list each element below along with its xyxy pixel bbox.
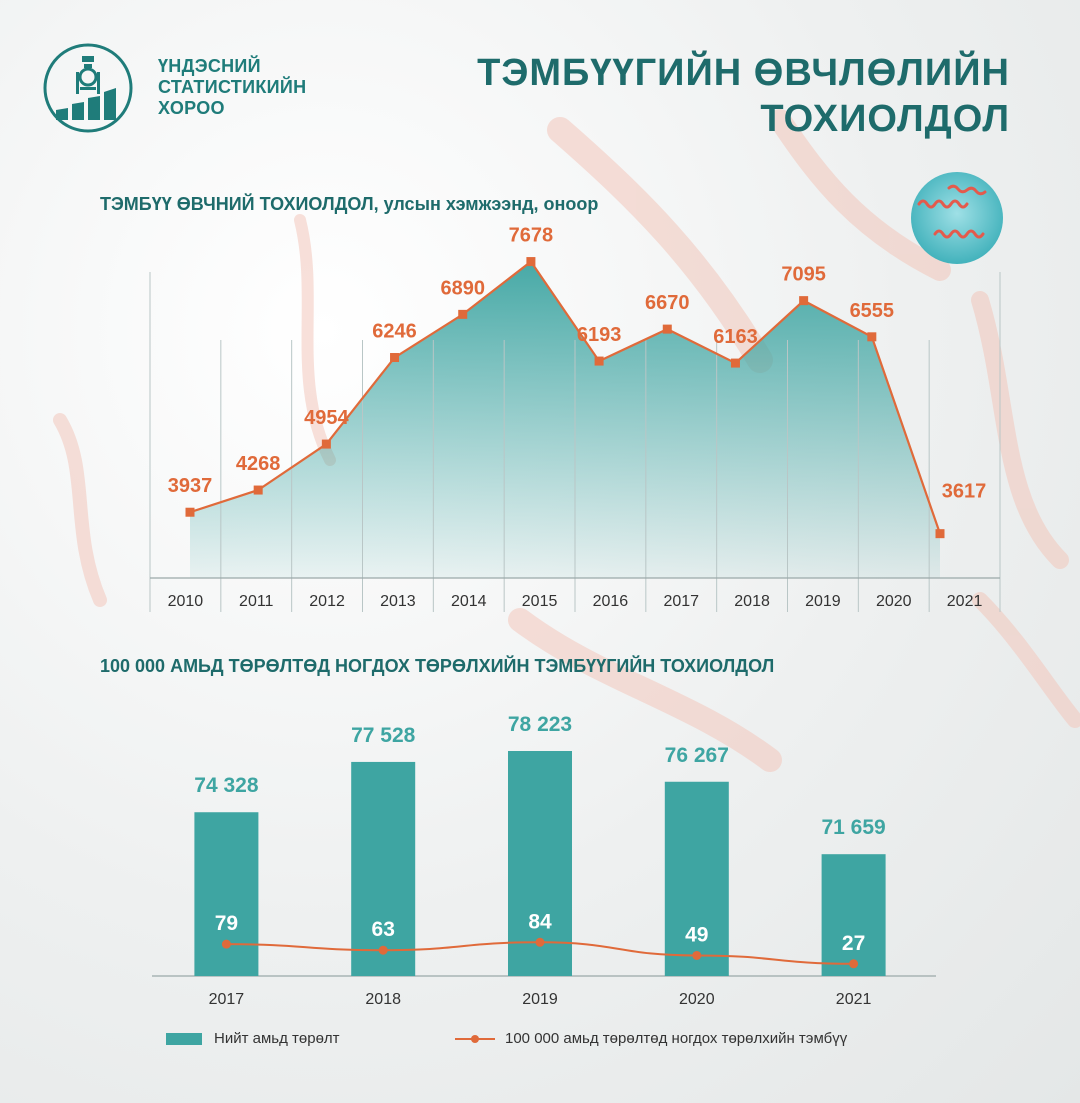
rate-point xyxy=(849,959,859,969)
bar xyxy=(821,854,886,976)
x-tick-label: 2017 xyxy=(209,991,245,1008)
x-tick-label: 2018 xyxy=(734,593,770,610)
x-tick-label: 2019 xyxy=(805,593,841,610)
legend-bar-swatch xyxy=(166,1032,202,1045)
page-title-line1: ТЭМБҮҮГИЙН ӨВЧЛӨЛИЙН xyxy=(477,52,1010,94)
bar-value-label: 77 528 xyxy=(351,724,416,747)
x-tick-label: 2011 xyxy=(239,593,274,610)
rate-value-label: 79 xyxy=(215,912,238,935)
x-tick-label: 2014 xyxy=(451,593,487,610)
data-point xyxy=(321,439,331,449)
data-label: 6555 xyxy=(850,300,895,322)
x-tick-label: 2019 xyxy=(522,991,558,1008)
data-point xyxy=(526,257,536,267)
data-label: 7678 xyxy=(509,225,554,247)
x-tick-label: 2015 xyxy=(522,593,558,610)
data-label: 6163 xyxy=(713,326,758,348)
x-tick-label: 2018 xyxy=(365,991,401,1008)
x-tick-label: 2012 xyxy=(309,593,345,610)
rate-point xyxy=(221,939,231,949)
data-label: 4268 xyxy=(236,453,281,475)
x-tick-label: 2010 xyxy=(168,593,204,610)
x-tick-label: 2020 xyxy=(876,593,912,610)
data-point xyxy=(390,353,400,363)
page-title: ТЭМБҮҮГИЙН ӨВЧЛӨЛИЙН ТОХИОЛДОЛ xyxy=(477,50,1010,142)
rate-value-label: 49 xyxy=(685,923,708,946)
rate-value-label: 63 xyxy=(372,918,395,941)
rate-value-label: 84 xyxy=(528,910,552,933)
legend-line-label: 100 000 амьд төрөлтөд ногдох төрөлхийн т… xyxy=(505,1030,848,1047)
x-tick-label: 2021 xyxy=(836,991,872,1008)
rate-point xyxy=(378,945,388,955)
rate-point xyxy=(535,937,545,947)
data-label: 6890 xyxy=(440,277,485,299)
data-label: 4954 xyxy=(304,407,349,429)
data-point xyxy=(458,309,468,319)
data-point xyxy=(867,332,877,342)
organization-name: ҮНДЭСНИЙ СТАТИСТИКИЙН ХОРОО xyxy=(158,56,306,119)
data-point xyxy=(185,507,195,517)
org-name-line2: СТАТИСТИКИЙН xyxy=(158,77,307,97)
org-name-line1: ҮНДЭСНИЙ xyxy=(158,56,261,76)
data-point xyxy=(799,296,809,306)
x-tick-label: 2021 xyxy=(947,593,983,610)
x-tick-label: 2017 xyxy=(663,593,699,610)
rate-point xyxy=(692,950,702,960)
data-point xyxy=(253,485,263,495)
page-title-line2: ТОХИОЛДОЛ xyxy=(760,98,1010,140)
area-fill xyxy=(190,261,940,578)
cases-line xyxy=(189,259,942,535)
bar xyxy=(664,781,729,976)
bar xyxy=(351,761,416,976)
bar-value-label: 78 223 xyxy=(508,713,572,736)
data-label: 6193 xyxy=(577,324,622,346)
legend-bar-label: Нийт амьд төрөлт xyxy=(214,1030,340,1047)
bacteria-illustration xyxy=(911,172,1003,264)
bar xyxy=(194,812,259,976)
legend-item-bars: Нийт амьд төрөлт xyxy=(166,1030,340,1047)
rate-value-label: 27 xyxy=(842,932,865,955)
data-label: 6246 xyxy=(372,321,417,343)
bar-value-label: 74 328 xyxy=(194,774,259,797)
x-tick-label: 2013 xyxy=(380,593,416,610)
data-point xyxy=(662,324,672,334)
data-point xyxy=(730,358,740,368)
x-tick-label: 2016 xyxy=(593,593,629,610)
data-label: 3617 xyxy=(942,481,987,503)
data-point xyxy=(935,529,945,539)
line-chart-title: ТЭМБҮҮ ӨВЧНИЙ ТОХИОЛДОЛ, улсын хэмжээнд,… xyxy=(100,194,599,214)
legend-line-swatch xyxy=(455,1033,495,1045)
bar-chart-title: 100 000 АМЬД ТӨРӨЛТӨД НОГДОХ ТӨРӨЛХИЙН Т… xyxy=(100,656,775,676)
data-label: 3937 xyxy=(168,475,213,497)
data-label: 6670 xyxy=(645,292,690,314)
bar-value-label: 71 659 xyxy=(821,816,885,839)
bar-value-label: 76 267 xyxy=(665,744,729,767)
legend-item-line: 100 000 амьд төрөлтөд ногдох төрөлхийн т… xyxy=(455,1030,847,1047)
data-label: 7095 xyxy=(781,264,826,286)
data-point xyxy=(594,356,604,366)
nso-logo xyxy=(43,43,133,133)
x-tick-label: 2020 xyxy=(679,991,715,1008)
org-name-line3: ХОРОО xyxy=(158,98,225,118)
